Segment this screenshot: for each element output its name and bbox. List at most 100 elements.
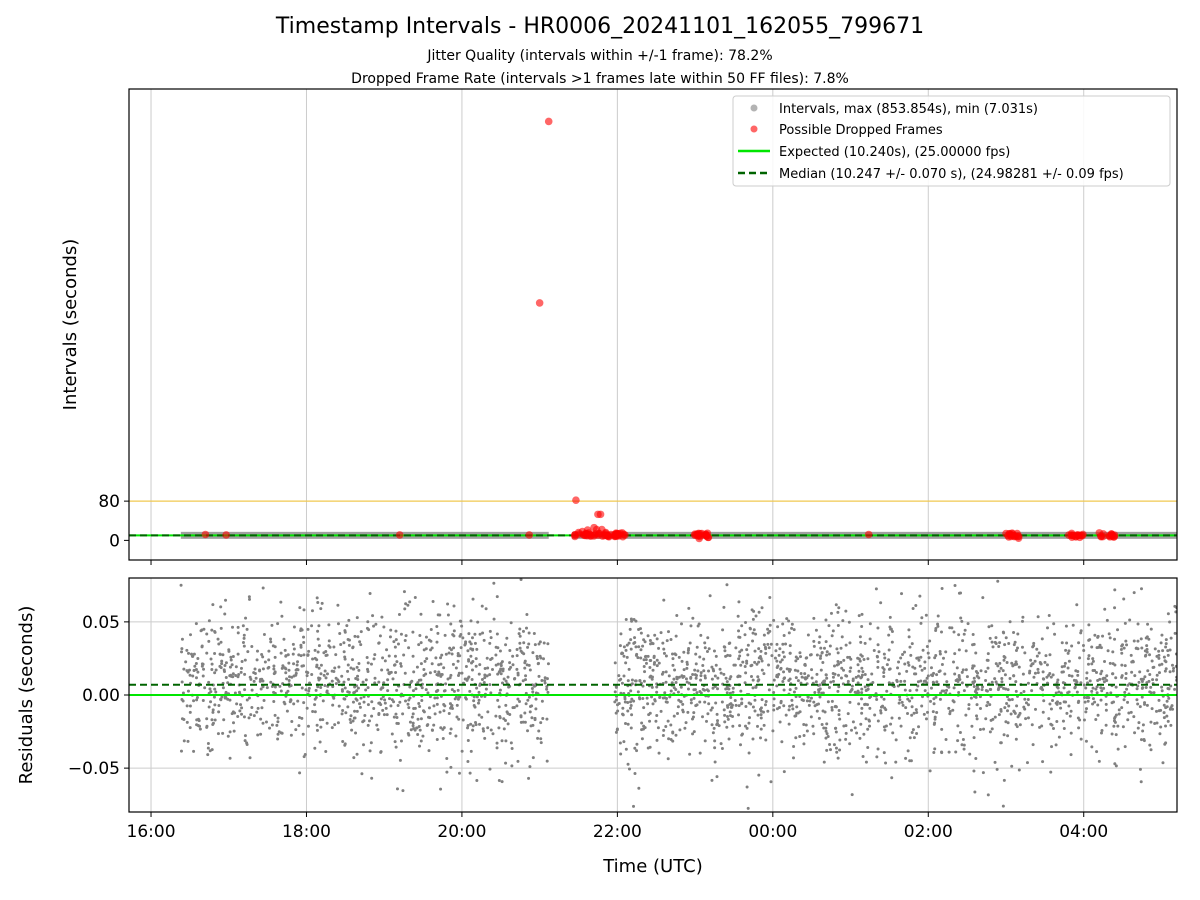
residual-point (994, 636, 998, 640)
residual-point (1001, 804, 1005, 808)
residual-point (831, 675, 835, 679)
residual-point (336, 603, 340, 607)
residual-point (242, 715, 246, 719)
residual-point (221, 653, 225, 657)
residual-point (752, 628, 756, 632)
residual-point (386, 668, 390, 672)
residual-point (863, 702, 867, 706)
residual-point (650, 677, 654, 681)
residual-point (874, 587, 878, 591)
residual-point (451, 662, 455, 666)
legend-expected-label: Expected (10.240s), (25.00000 fps) (779, 145, 1010, 160)
residual-point (781, 622, 785, 626)
residual-point (812, 616, 816, 620)
residual-point (994, 662, 998, 666)
residual-point (772, 690, 776, 694)
residual-point (824, 729, 828, 733)
residual-point (231, 675, 235, 679)
residual-point (733, 663, 737, 667)
residual-point (818, 683, 822, 687)
residual-point (1014, 648, 1018, 652)
residual-point (745, 785, 749, 789)
residual-point (435, 673, 439, 677)
residual-point (201, 699, 205, 703)
residual-point (532, 632, 536, 636)
residual-point (1063, 661, 1067, 665)
residual-point (324, 676, 328, 680)
residual-point (347, 690, 351, 694)
residual-point (415, 726, 419, 730)
residual-point (394, 629, 398, 633)
residual-point (313, 703, 317, 707)
residual-point (442, 703, 446, 707)
residual-point (543, 681, 547, 685)
residual-point (691, 616, 695, 620)
residual-point (332, 645, 336, 649)
residual-point (1093, 633, 1097, 637)
residual-point (913, 666, 917, 670)
residual-point (860, 711, 864, 715)
residual-point (1050, 745, 1054, 749)
residual-point (250, 645, 254, 649)
residual-point (1066, 651, 1070, 655)
residual-point (990, 727, 994, 731)
residual-point (427, 749, 431, 753)
residual-point (1033, 659, 1037, 663)
residual-point (277, 730, 281, 734)
residual-point (785, 617, 789, 621)
residual-point (516, 671, 520, 675)
residual-point (1125, 643, 1129, 647)
residual-point (882, 652, 886, 656)
residual-point (390, 732, 394, 736)
residual-point (838, 717, 842, 721)
residual-point (1013, 711, 1017, 715)
residual-point (851, 720, 855, 724)
residual-point (779, 701, 783, 705)
residual-point (903, 679, 907, 683)
residual-point (788, 688, 792, 692)
residual-point (445, 756, 449, 760)
residual-point (1133, 731, 1137, 735)
residual-point (298, 771, 302, 775)
residual-point (265, 686, 269, 690)
residual-point (290, 675, 294, 679)
residual-point (621, 713, 625, 717)
residual-point (239, 703, 243, 707)
residual-point (205, 651, 209, 655)
residual-point (717, 724, 721, 728)
residual-point (280, 614, 284, 618)
residual-point (626, 701, 630, 705)
residual-point (646, 702, 650, 706)
residual-point (240, 706, 244, 710)
residual-point (790, 622, 794, 626)
residual-point (1030, 723, 1034, 727)
residual-point (757, 773, 761, 777)
top-y-axis-label: Intervals (seconds) (60, 239, 81, 411)
residual-point (1173, 631, 1177, 635)
residual-point (1108, 661, 1112, 665)
residual-point (189, 633, 193, 637)
residual-point (270, 723, 274, 727)
residual-point (1139, 780, 1143, 784)
residual-point (857, 614, 861, 618)
residual-point (1043, 660, 1047, 664)
residual-point (832, 664, 836, 668)
residual-point (890, 630, 894, 634)
residual-point (299, 628, 303, 632)
residual-point (518, 627, 522, 631)
residual-point (940, 630, 944, 634)
residual-point (206, 741, 210, 745)
residual-point (651, 668, 655, 672)
residual-point (818, 656, 822, 660)
residual-point (525, 613, 529, 617)
residual-point (404, 634, 408, 638)
residual-point (668, 695, 672, 699)
residual-point (255, 658, 259, 662)
residual-point (188, 710, 192, 714)
residual-point (506, 712, 510, 716)
residual-point (854, 675, 858, 679)
residual-point (751, 678, 755, 682)
legend: Intervals, max (853.854s), min (7.031s) … (732, 95, 1171, 187)
residual-point (539, 737, 543, 741)
